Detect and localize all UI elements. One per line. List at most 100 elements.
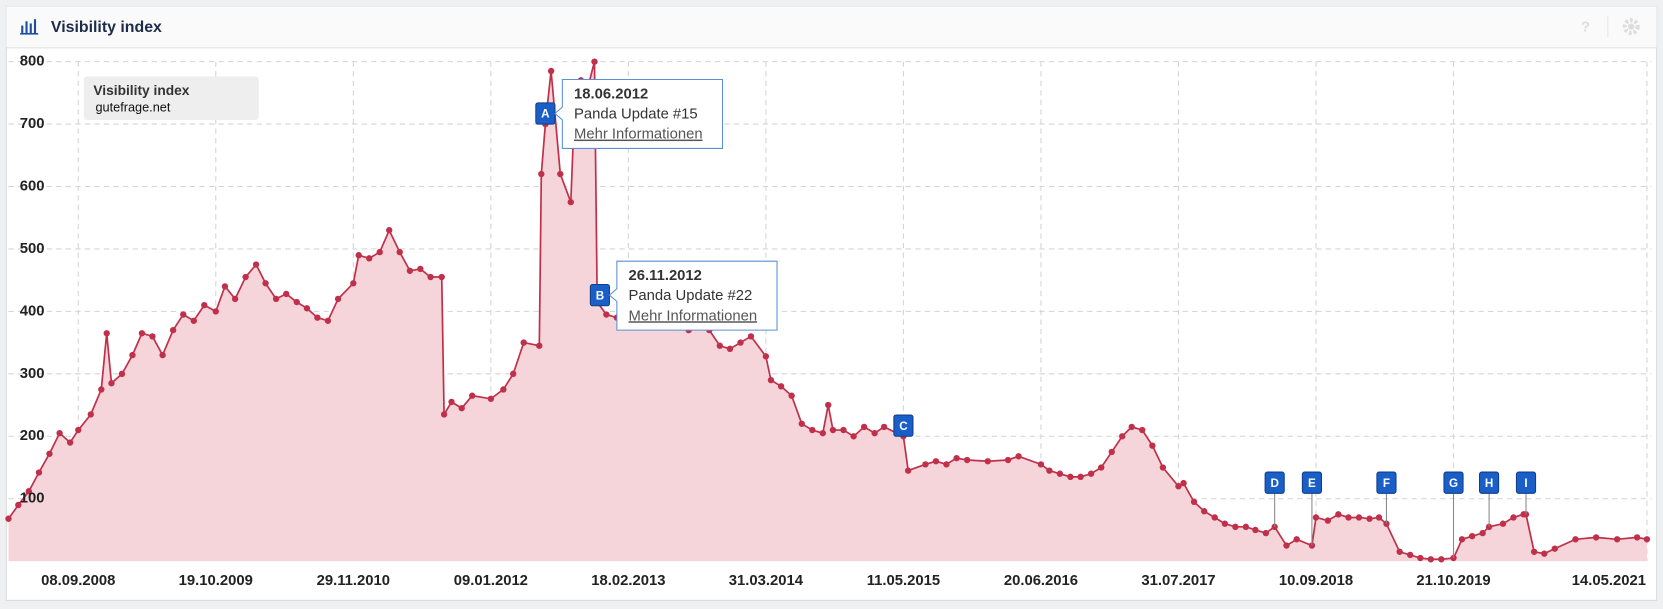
event-label: H <box>1485 477 1493 490</box>
point <box>1366 515 1373 522</box>
settings-icon[interactable] <box>1622 18 1640 36</box>
point <box>469 392 476 399</box>
point <box>138 330 146 337</box>
y-tick-label: 400 <box>20 303 45 319</box>
event-flag[interactable] <box>893 414 914 437</box>
point <box>726 345 734 353</box>
point <box>252 261 260 268</box>
point <box>169 326 177 334</box>
tooltip-link[interactable]: Mehr Informationen <box>574 127 703 143</box>
x-tick-label: 20.06.2016 <box>1004 573 1078 589</box>
point <box>1335 511 1342 518</box>
event-label: B <box>596 289 604 302</box>
y-tick-label: 500 <box>20 241 45 257</box>
point <box>159 351 166 359</box>
point <box>1139 426 1146 434</box>
point <box>1592 534 1600 541</box>
tooltip-link[interactable]: Mehr Informationen <box>629 308 758 324</box>
point <box>1242 523 1250 531</box>
point <box>557 170 564 178</box>
y-tick-label: 800 <box>20 54 45 70</box>
point <box>1004 456 1012 464</box>
point <box>904 467 912 474</box>
x-tick-label: 31.07.2017 <box>1141 573 1215 589</box>
tooltip-title: Panda Update #22 <box>629 288 753 304</box>
event-label: I <box>1524 477 1527 490</box>
point <box>1510 514 1517 521</box>
point <box>406 267 414 274</box>
x-tick-label: 14.05.2021 <box>1572 573 1646 589</box>
point <box>242 273 249 281</box>
point <box>1479 529 1486 537</box>
x-tick-label: 08.09.2008 <box>41 573 115 589</box>
legend-subtitle: gutefrage.net <box>95 100 170 115</box>
event-flag[interactable] <box>1264 471 1285 494</box>
event-flag[interactable] <box>1376 471 1397 494</box>
point <box>366 255 373 262</box>
point <box>798 420 805 427</box>
point <box>809 426 816 434</box>
point <box>98 386 105 393</box>
point <box>1119 433 1126 440</box>
point <box>487 395 495 402</box>
point <box>1396 548 1403 555</box>
point <box>762 353 770 360</box>
event-tooltip: 26.11.2012 Panda Update #22 Mehr Informati… <box>608 260 778 331</box>
point <box>737 339 744 346</box>
point <box>448 398 455 406</box>
point <box>1551 545 1558 552</box>
event-flag[interactable] <box>1443 471 1464 494</box>
point <box>943 461 950 468</box>
point <box>1345 514 1352 521</box>
point <box>87 411 94 418</box>
point <box>46 450 53 457</box>
point <box>129 351 136 359</box>
point <box>1572 536 1579 543</box>
point <box>25 488 32 495</box>
point <box>1499 520 1507 527</box>
legend: Visibility index gutefrage.net <box>83 76 259 120</box>
point <box>953 454 960 462</box>
x-tick-label: 21.10.2019 <box>1416 573 1490 589</box>
y-tick-label: 600 <box>20 178 45 194</box>
point <box>75 426 82 434</box>
event-flag[interactable] <box>1301 471 1322 494</box>
point <box>1108 448 1115 456</box>
point <box>1067 473 1074 481</box>
help-icon[interactable]: ? <box>1577 18 1595 36</box>
event-flag[interactable] <box>1479 471 1500 494</box>
point <box>767 376 775 384</box>
point <box>536 342 543 349</box>
point <box>1149 442 1156 449</box>
point <box>376 248 383 256</box>
axis-labels: 100 200 300 400 500 600 700 800 08.09.2008 19.10.… <box>20 54 1646 590</box>
point <box>591 58 598 65</box>
point <box>1087 470 1095 477</box>
event-label: G <box>1449 477 1458 490</box>
point <box>1406 551 1414 559</box>
y-tick-label: 300 <box>20 366 45 382</box>
point <box>1211 514 1218 521</box>
point <box>1232 523 1239 531</box>
point <box>440 411 448 418</box>
point <box>788 392 795 399</box>
point <box>1293 536 1300 543</box>
point <box>1221 520 1229 527</box>
point <box>1128 423 1135 431</box>
tooltip-box <box>554 78 724 149</box>
tooltip-date: 26.11.2012 <box>629 268 702 284</box>
event-label: A <box>541 108 550 121</box>
point <box>880 423 888 431</box>
point <box>520 339 527 346</box>
point <box>1252 526 1259 534</box>
point <box>1530 548 1538 555</box>
event-label: C <box>899 420 908 433</box>
point <box>825 401 832 409</box>
point <box>1468 533 1476 540</box>
card-header <box>6 6 1657 48</box>
chart-icon <box>20 19 39 35</box>
point <box>212 308 219 315</box>
legend-title: Visibility index <box>93 83 189 98</box>
point <box>1046 467 1053 474</box>
event-flag[interactable] <box>1515 471 1537 494</box>
